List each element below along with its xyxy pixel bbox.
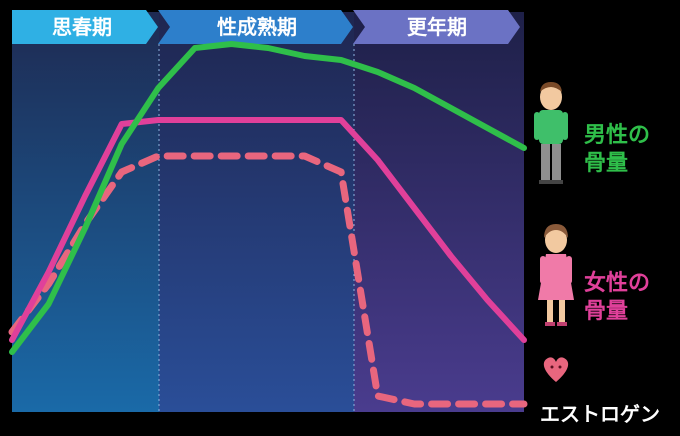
puberty-panel [12,12,159,412]
phase-label: 性成熟期 [217,15,297,39]
legend-line: 骨量 [584,151,628,176]
legend-line: 骨量 [584,299,628,324]
phase-label: 更年期 [407,15,467,39]
man-icon [534,82,568,184]
heart-icon [544,357,568,382]
maturity-panel [159,12,354,412]
female-bone-mass-label: 女性の 骨量 [584,270,658,324]
male-bone-mass-label: 男性の 骨量 [584,123,658,176]
phase-label: 思春期 [52,15,112,39]
legend-line: 女性の [584,270,650,296]
woman-icon [538,224,574,326]
legend-line: 男性の [584,123,650,148]
estrogen-label: エストロゲン [540,402,660,426]
